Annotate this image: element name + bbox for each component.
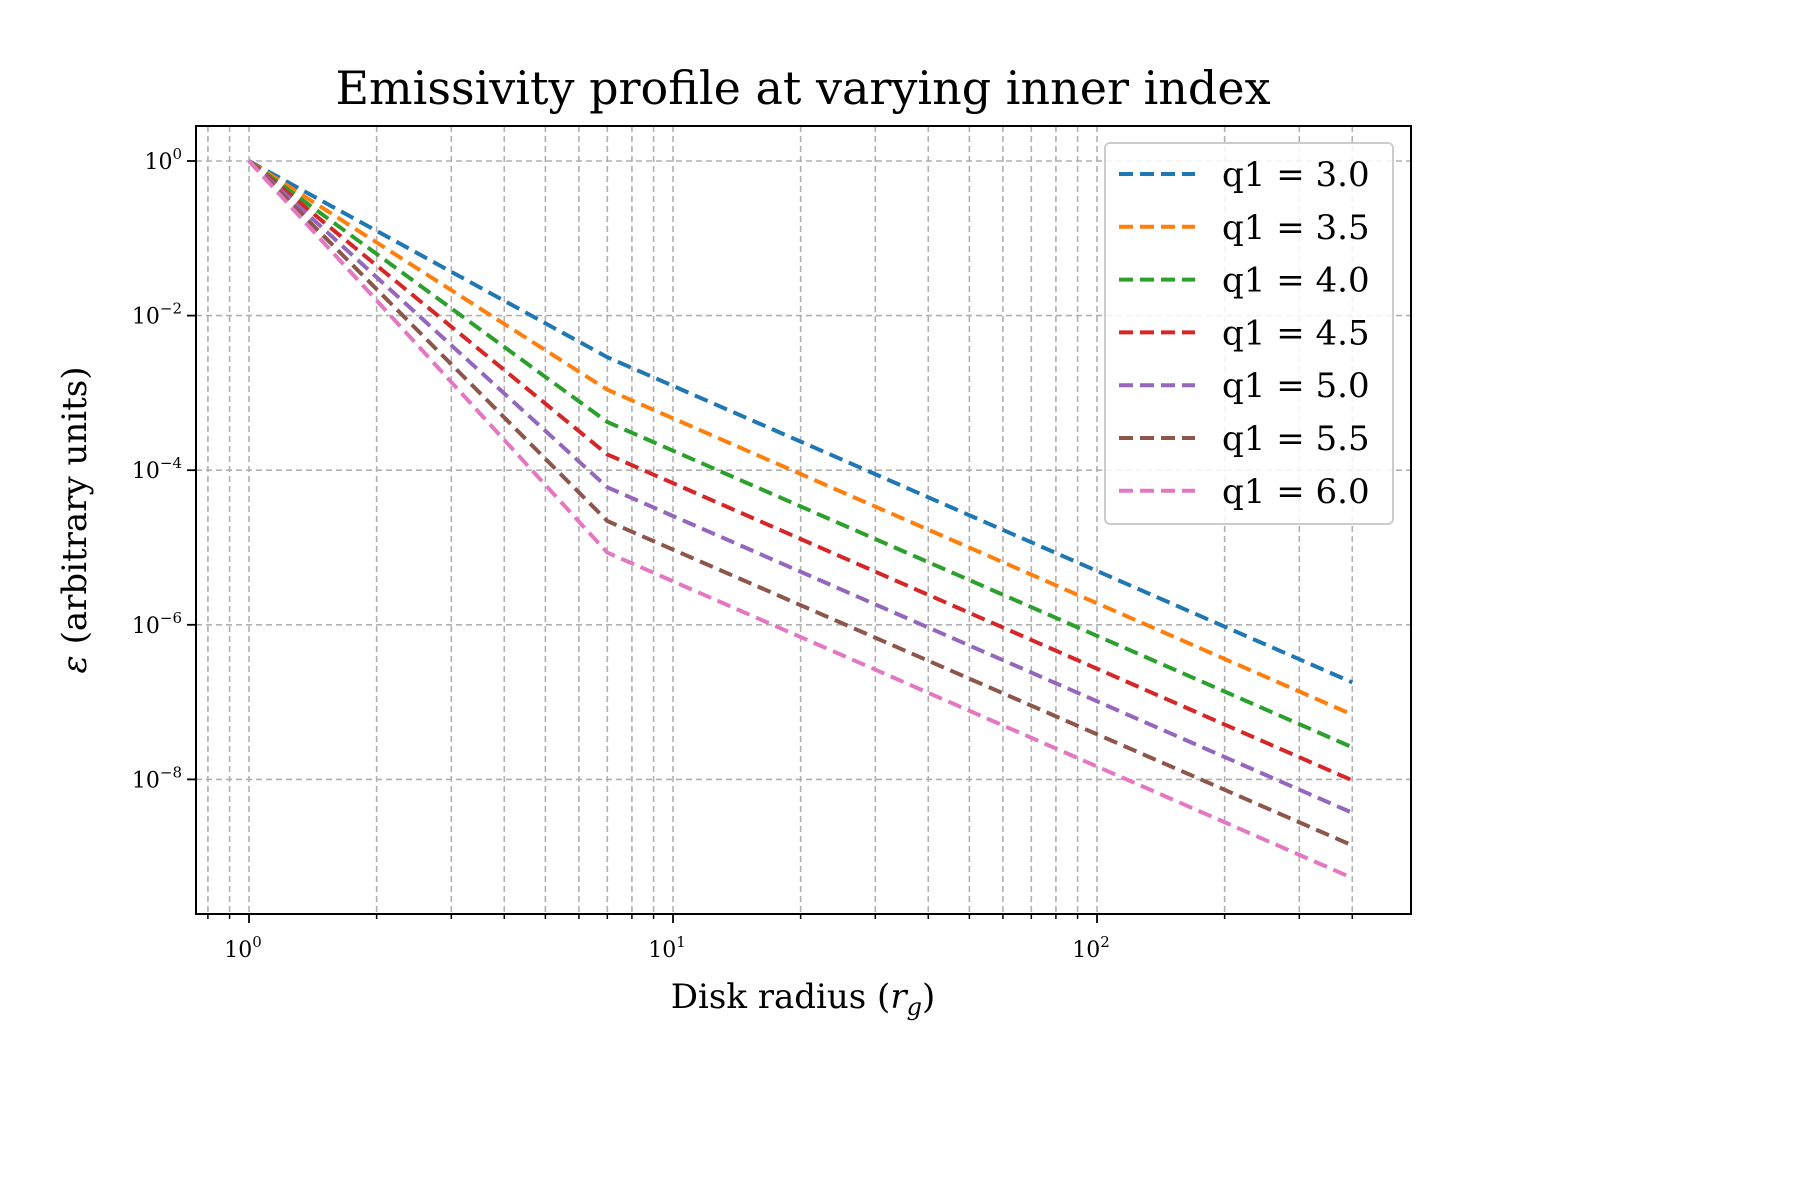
legend-label: q1 = 3.0	[1222, 155, 1370, 195]
y-tick-label: 10−4	[132, 454, 182, 484]
y-tick-label: 100	[144, 145, 182, 175]
legend-label: q1 = 5.5	[1222, 419, 1370, 459]
series-line	[247, 159, 1354, 848]
legend: q1 = 3.0 q1 = 3.5 q1 = 4.0 q1 = 4.5 q1 = 5.0…	[1104, 142, 1394, 525]
legend-entry: q1 = 6.0	[1119, 472, 1370, 512]
series-line	[247, 159, 1354, 783]
series-line	[247, 159, 1354, 815]
series-line	[247, 159, 1354, 717]
legend-label: q1 = 4.5	[1222, 313, 1370, 353]
series-lines	[247, 159, 1354, 880]
legend-label: q1 = 5.0	[1222, 366, 1370, 406]
x-tick-label: 100	[224, 933, 262, 963]
series-line	[247, 159, 1354, 750]
x-tick-label: 101	[648, 933, 686, 963]
legend-label: q1 = 6.0	[1222, 472, 1370, 512]
series-line	[247, 159, 1354, 880]
x-tick-label: 102	[1072, 933, 1110, 963]
chart-title: Emissivity profile at varying inner inde…	[335, 61, 1270, 115]
legend-label: q1 = 3.5	[1222, 208, 1370, 248]
legend-entry: q1 = 3.0	[1119, 155, 1370, 195]
y-tick-label: 10−6	[132, 609, 182, 639]
legend-entry: q1 = 4.5	[1119, 313, 1370, 353]
legend-box	[1104, 142, 1394, 525]
y-tick-label: 10−2	[132, 300, 182, 330]
plot-frame	[195, 125, 1412, 915]
x-axis-label: Disk radius (rg)	[671, 977, 935, 1021]
axis-ticks	[187, 160, 1354, 923]
legend-entry: q1 = 4.0	[1119, 261, 1370, 301]
tick-labels: 100 101 102 100 10−2 10−4 10−6 10−8	[132, 145, 1110, 963]
legend-entry: q1 = 3.5	[1119, 208, 1370, 248]
y-tick-label: 10−8	[132, 763, 182, 793]
legend-label: q1 = 4.0	[1222, 261, 1370, 301]
series-line	[248, 159, 1354, 685]
legend-entry: q1 = 5.5	[1119, 419, 1370, 459]
legend-entry: q1 = 5.0	[1119, 366, 1370, 406]
y-axis-label: ε (arbitrary units)	[55, 367, 95, 674]
